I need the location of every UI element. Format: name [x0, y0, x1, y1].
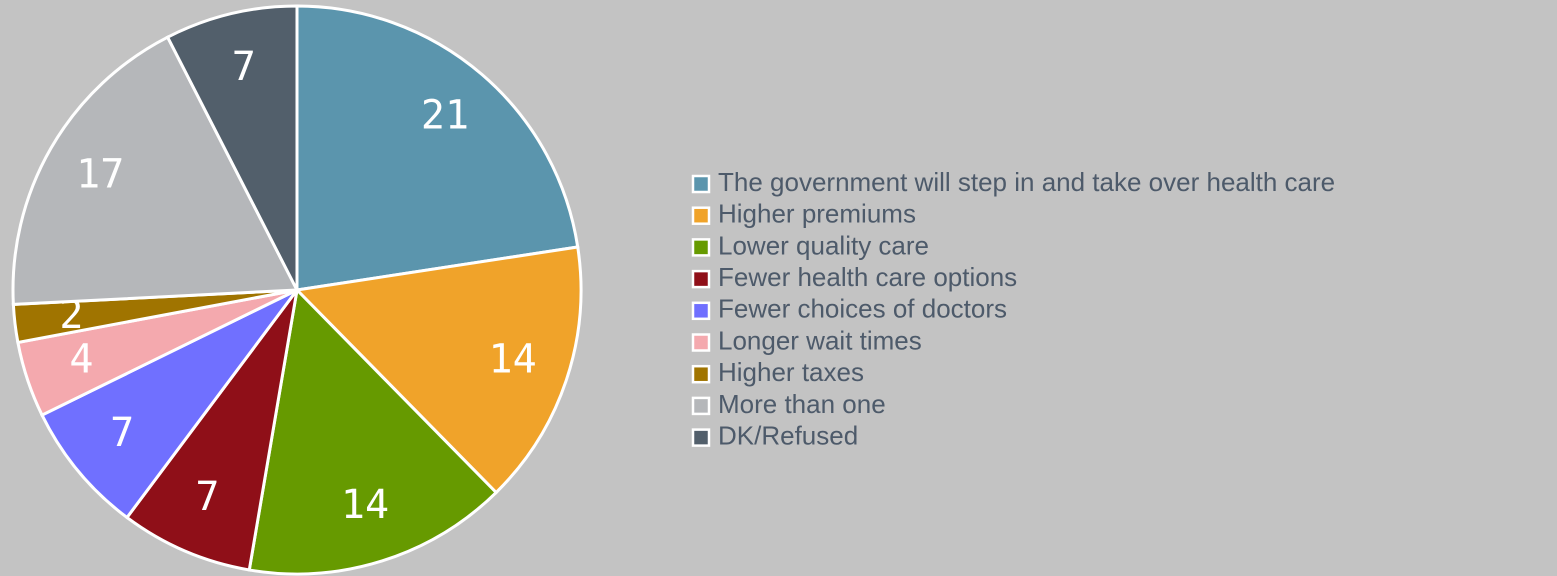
- pie-slice: [165, 4, 299, 291]
- legend-swatch: [691, 301, 711, 321]
- legend-swatch: [691, 428, 711, 447]
- data-label: 21: [421, 93, 469, 139]
- pie-slice: [293, 245, 583, 495]
- legend-label: The government will step in and take ove…: [718, 167, 1335, 197]
- pie-slice: [11, 35, 300, 306]
- pie-slice: [124, 289, 299, 572]
- legend-label: Lower quality care: [718, 230, 929, 260]
- data-label: 14: [489, 337, 537, 383]
- legend-label: DK/Refused: [718, 420, 858, 450]
- data-label: 7: [110, 410, 134, 456]
- legend-label: Higher premiums: [718, 199, 916, 229]
- legend-label: Higher taxes: [718, 357, 864, 387]
- data-label: 4: [69, 337, 93, 383]
- pie-slice: [40, 288, 299, 520]
- legend-swatch: [691, 269, 711, 289]
- data-label: 14: [341, 482, 389, 528]
- legend-swatch: [691, 364, 711, 384]
- legend-label: Fewer health care options: [718, 262, 1017, 292]
- pie-slice: [295, 4, 580, 292]
- legend-label: Longer wait times: [718, 325, 922, 355]
- data-label: 7: [195, 474, 219, 520]
- pie-slice: [247, 286, 499, 576]
- legend-swatch: [691, 206, 711, 225]
- legend-label: More than one: [718, 389, 886, 419]
- data-label: 7: [232, 44, 256, 90]
- data-label: 17: [76, 151, 124, 197]
- legend-swatch: [691, 396, 711, 416]
- legend-label: Fewer choices of doctors: [718, 294, 1007, 324]
- legend-swatch: [691, 238, 711, 257]
- legend-swatch: [691, 174, 711, 194]
- legend-swatch: [691, 333, 711, 352]
